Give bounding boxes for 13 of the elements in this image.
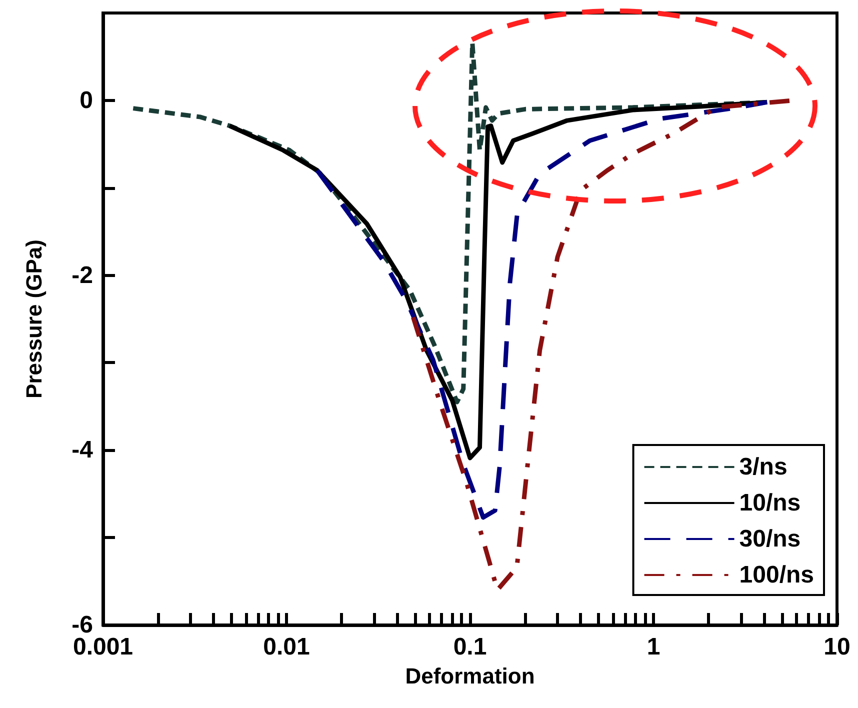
x-tick-label: 0.01 <box>263 634 310 660</box>
y-tick-label: 0 <box>80 86 93 114</box>
x-tick-label: 0.1 <box>453 634 487 660</box>
x-axis-title: Deformation <box>405 664 535 688</box>
legend-label: 3/ns <box>739 454 788 480</box>
legend-label: 100/ns <box>739 562 814 588</box>
legend-label: 10/ns <box>739 490 801 516</box>
x-tick-label: 10 <box>824 634 850 660</box>
y-axis-title: Pressure (GPa) <box>22 240 46 398</box>
x-tick-label: 1 <box>646 634 660 660</box>
y-tick-label: -4 <box>72 436 94 464</box>
legend-label: 30/ns <box>739 526 801 552</box>
y-tick-label: -2 <box>72 262 93 289</box>
